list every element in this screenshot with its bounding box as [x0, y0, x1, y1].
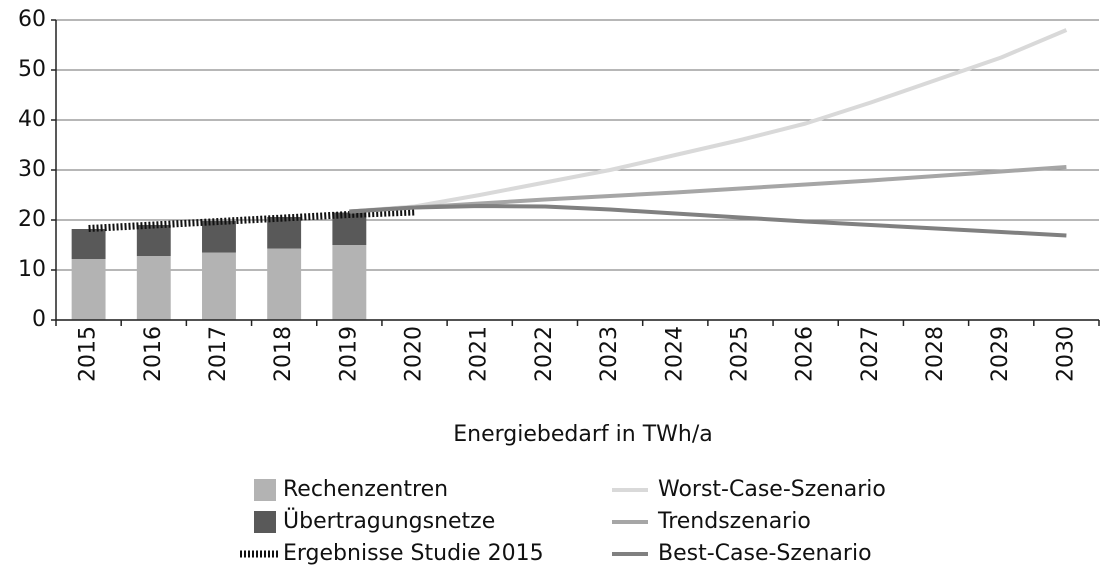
x-tick-label: 2023: [597, 326, 622, 382]
y-tick-label: 30: [18, 157, 46, 182]
x-tick-label: 2015: [76, 326, 101, 382]
line: [349, 204, 1067, 238]
legend-swatch: [254, 479, 276, 501]
x-tick-label: 2028: [923, 326, 948, 382]
bar: [202, 221, 236, 253]
x-tick-label: 2027: [858, 326, 883, 382]
bar: [202, 252, 236, 320]
x-tick-label: 2030: [1053, 326, 1078, 382]
bar: [267, 217, 302, 249]
y-tick-label: 10: [18, 257, 46, 282]
y-tick-label: 20: [18, 207, 46, 232]
y-tick-label: 60: [18, 7, 46, 32]
x-tick-label: 2016: [141, 326, 166, 382]
bar: [71, 259, 106, 320]
legend-label: Übertragungsnetze: [283, 508, 495, 534]
line: [349, 28, 1068, 214]
bar: [332, 245, 367, 320]
legend-label: Trendszenario: [657, 509, 811, 534]
x-axis-label: Energiebedarf in TWh/a: [453, 422, 712, 447]
x-tick-label: 2026: [793, 326, 818, 382]
y-tick-label: 40: [18, 107, 46, 132]
x-tick-label: 2029: [988, 326, 1013, 382]
x-tick-label: 2019: [336, 326, 361, 382]
x-tick-label: 2022: [532, 326, 557, 382]
legend-swatch: [254, 511, 276, 533]
legend-label: Ergebnisse Studie 2015: [283, 541, 544, 566]
y-tick-label: 0: [32, 307, 46, 332]
x-tick-label: 2021: [467, 326, 492, 382]
bar: [136, 225, 171, 256]
legend-label: Best-Case-Szenario: [658, 541, 872, 566]
x-tick-label: 2018: [271, 326, 296, 382]
legend-label: Rechenzentren: [283, 477, 448, 502]
bar: [71, 229, 106, 259]
legend-label: Worst-Case-Szenario: [658, 477, 886, 502]
x-tick-label: 2025: [727, 326, 752, 382]
bar: [136, 256, 171, 320]
line: [349, 165, 1067, 214]
x-tick-label: 2024: [662, 326, 687, 382]
y-tick-label: 50: [18, 57, 46, 82]
x-tick-label: 2020: [402, 326, 427, 382]
bar: [267, 248, 302, 320]
x-tick-label: 2017: [206, 326, 231, 382]
